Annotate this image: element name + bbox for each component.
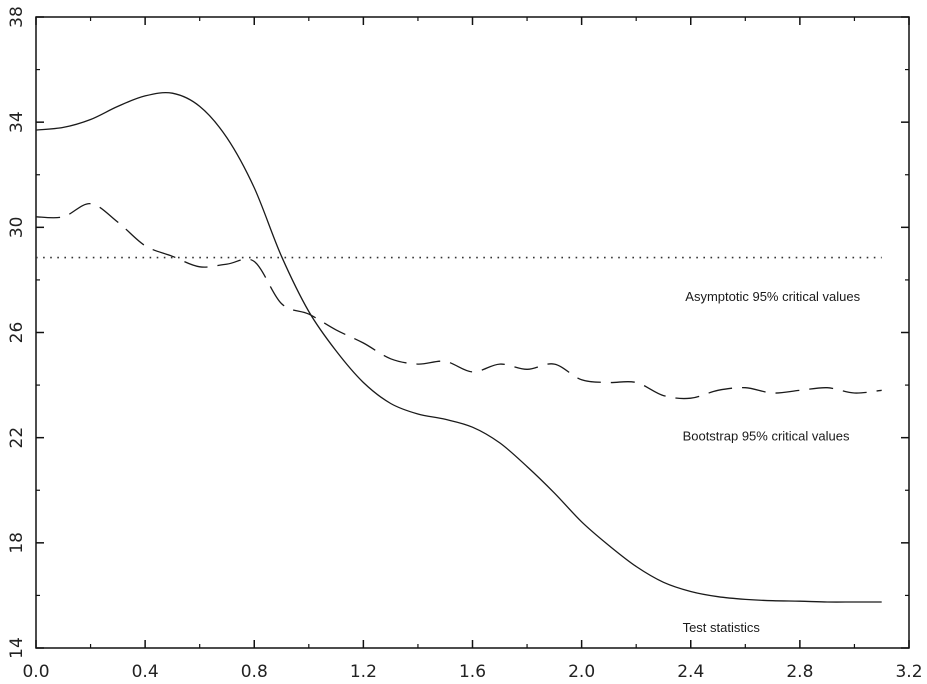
x-tick-label: 1.6 — [459, 662, 486, 682]
x-tick-label: 0.8 — [241, 662, 268, 682]
series-group — [35, 91, 882, 603]
annotation-label: Asymptotic 95% critical values — [685, 289, 860, 304]
y-tick-label: 22 — [7, 427, 27, 449]
series-line-solid — [35, 91, 882, 603]
x-tick-label: 3.2 — [895, 662, 922, 682]
y-tick-label: 26 — [7, 322, 27, 344]
annotations: Asymptotic 95% critical values Bootstrap … — [683, 289, 861, 635]
y-tick-label: 38 — [7, 6, 27, 28]
x-tick-label: 0.4 — [132, 662, 159, 682]
y-tick-label: 30 — [7, 217, 27, 239]
annotation-label: Bootstrap 95% critical values — [683, 428, 850, 443]
x-tick-label: 2.8 — [786, 662, 813, 682]
ticks — [35, 16, 910, 649]
plot-frame — [35, 16, 910, 649]
x-tick-label: 2.4 — [677, 662, 704, 682]
tick-labels: 0.0 0.4 0.8 1.2 1.6 2.0 2.4 2.8 3.2 14 18 22 26 30 34 3… — [7, 6, 923, 682]
annotation-label: Test statistics — [683, 620, 761, 635]
x-tick-label: 1.2 — [350, 662, 377, 682]
series-line-dashed — [35, 203, 882, 400]
y-tick-label: 14 — [7, 637, 27, 659]
y-tick-label: 18 — [7, 532, 27, 554]
x-tick-label: 2.0 — [568, 662, 595, 682]
plot-area — [35, 16, 910, 649]
x-tick-label: 0.0 — [22, 662, 49, 682]
y-tick-label: 34 — [7, 111, 27, 133]
